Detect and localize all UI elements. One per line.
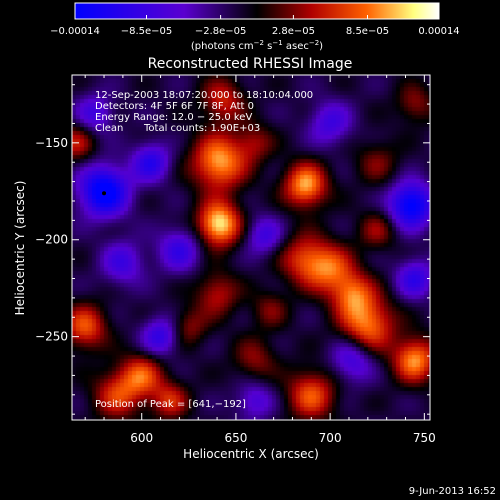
x-axis-ticks: 600 650 700 750 (84, 75, 436, 445)
footer-timestamp: 9-Jun-2013 16:52 (409, 486, 496, 497)
plot-area (71, 74, 431, 421)
colorbar-tick-label: 0.00014 (418, 26, 459, 37)
colorbar-unit: (photons cm−2 s−1 asec−2) (191, 39, 323, 52)
x-tick-label: 600 (130, 431, 153, 445)
annotation-counts: Total counts: 1.90E+03 (143, 123, 260, 134)
chart-title: Reconstructed RHESSI Image (148, 56, 353, 72)
annotation-energy: Energy Range: 12.0 − 25.0 keV (95, 112, 252, 123)
x-axis-label: Heliocentric X (arcsec) (183, 447, 319, 461)
y-axis-ticks: −250 −200 −150 (35, 84, 430, 415)
peak-marker (102, 191, 107, 196)
annotation-detectors: Detectors: 4F 5F 6F 7F 8F, Att 0 (95, 101, 254, 112)
plot-frame (71, 74, 431, 421)
annotation-peak: Position of Peak = [641,−192] (95, 399, 246, 410)
y-axis-label: Heliocentric Y (arcsec) (13, 181, 27, 316)
colorbar-tick-label: −0.00014 (50, 26, 100, 37)
colorbar-tick-label: 2.8e−05 (272, 26, 315, 37)
y-tick-label: −250 (35, 330, 68, 344)
colorbar-ticks: −0.00014 −8.5e−05 −2.8e−05 2.8e−05 8.5e−05 0.… (50, 15, 460, 37)
heatmap-image (72, 75, 430, 420)
colorbar-tick-label: −8.5e−05 (121, 26, 173, 37)
y-tick-label: −200 (35, 233, 68, 247)
annotation-time: 12-Sep-2003 18:07:20.000 to 18:10:04.000 (95, 90, 313, 101)
annotation-clean: Clean (95, 123, 123, 134)
x-tick-label: 650 (224, 431, 247, 445)
colorbar (74, 2, 440, 20)
colorbar-tick-label: 8.5e−05 (346, 26, 389, 37)
y-tick-label: −150 (35, 136, 68, 150)
x-tick-label: 750 (413, 431, 436, 445)
colorbar-tick-label: −2.8e−05 (195, 26, 247, 37)
x-tick-label: 700 (319, 431, 342, 445)
